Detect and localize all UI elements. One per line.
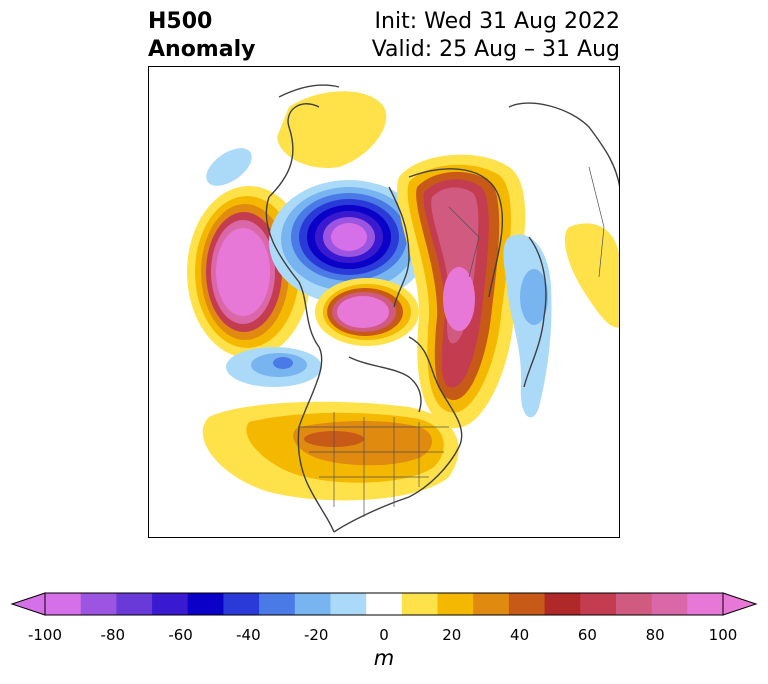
colorbar-cell — [437, 593, 474, 615]
political-borders — [299, 166, 605, 517]
colorbar-cell — [45, 593, 82, 615]
colorbar-tick-label: -60 — [168, 626, 193, 644]
colorbar — [10, 592, 758, 616]
title-init-date: Init: Wed 31 Aug 2022 — [374, 9, 620, 34]
title-field-type: Anomaly — [148, 37, 256, 62]
colorbar-cell — [223, 593, 260, 615]
colorbar-tick-label: 40 — [510, 626, 530, 644]
colorbar-cell — [651, 593, 688, 615]
title-right: Init: Wed 31 Aug 2022 Valid: 25 Aug – 31… — [372, 8, 620, 64]
colorbar-tick-label: 60 — [577, 626, 597, 644]
colorbar-cell — [580, 593, 617, 615]
colorbar-tick-label: 80 — [645, 626, 665, 644]
anomaly-map — [187, 84, 619, 533]
colorbar-tick-label: 100 — [708, 626, 738, 644]
colorbar-extend-max — [722, 592, 758, 616]
colorbar-unit-label: m — [373, 646, 395, 670]
colorbar-cell — [473, 593, 510, 615]
colorbar-cell — [687, 593, 724, 615]
anomaly-blob — [273, 357, 293, 369]
colorbar-tick-label: -20 — [303, 626, 329, 644]
colorbar-cell — [615, 593, 653, 615]
colorbar-extend-min — [10, 592, 46, 616]
colorbar-tick-label: -40 — [236, 626, 261, 644]
coastlines — [265, 84, 619, 533]
colorbar-cell — [330, 593, 367, 615]
anomaly-blob — [216, 228, 270, 316]
anomaly-blob — [277, 91, 387, 168]
colorbar-cell — [259, 593, 296, 615]
colorbar-cell — [508, 593, 546, 615]
colorbar-cell — [187, 593, 224, 615]
anomaly-blob — [565, 223, 619, 328]
colorbar-tick-label: 0 — [379, 626, 389, 644]
colorbar-tick-label: -100 — [27, 626, 63, 644]
colorbar-cell — [116, 593, 153, 615]
anomaly-blob — [337, 296, 389, 328]
title-valid-range: Valid: 25 Aug – 31 Aug — [371, 37, 620, 62]
colorbar-tick-label: 20 — [442, 626, 462, 644]
map-panel — [148, 66, 620, 538]
colorbar-cell — [401, 593, 439, 615]
anomaly-blob — [520, 269, 548, 325]
colorbar-cell — [294, 593, 331, 615]
anomaly-blob — [331, 223, 367, 251]
title-left: H500 Anomaly — [148, 8, 255, 64]
colorbar-outline — [44, 592, 724, 616]
colorbar-cell — [80, 593, 117, 615]
anomaly-blob — [443, 267, 475, 331]
title-variable: H500 — [148, 9, 213, 34]
colorbar-cells — [45, 593, 724, 615]
anomaly-blob — [206, 148, 252, 186]
colorbar-cell — [544, 593, 581, 615]
colorbar-tick-label: -80 — [100, 626, 126, 644]
colorbar-cell — [366, 593, 403, 615]
colorbar-cell — [152, 593, 189, 615]
